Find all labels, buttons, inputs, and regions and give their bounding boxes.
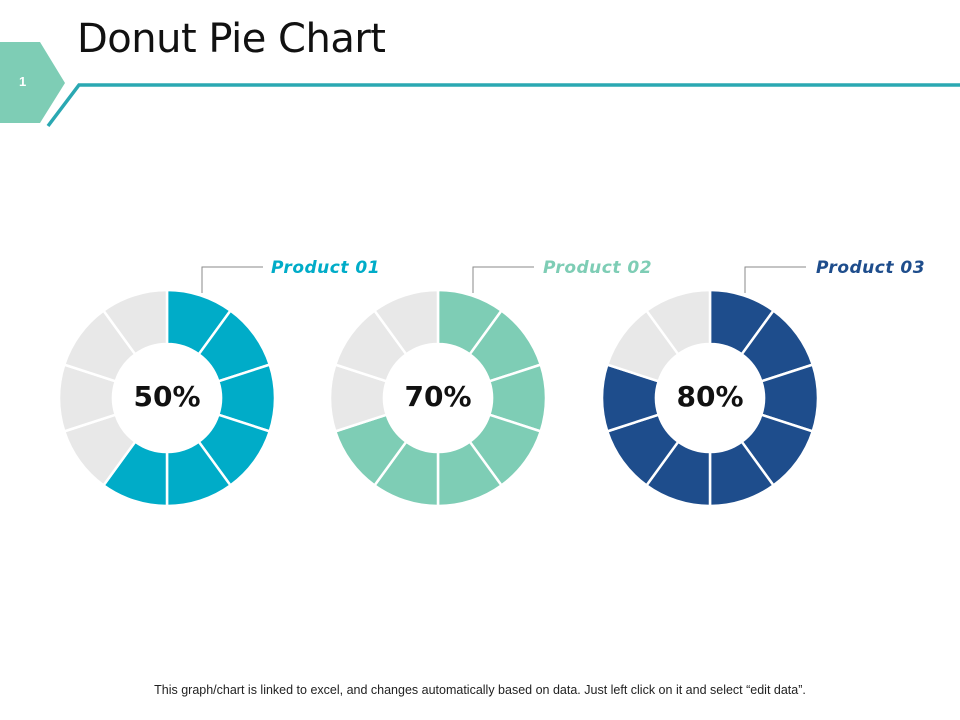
donut-2 — [328, 266, 548, 508]
header-decoration — [0, 42, 960, 128]
footer-note: This graph/chart is linked to excel, and… — [154, 683, 806, 697]
donut-charts — [57, 266, 820, 508]
donut-segment-empty — [101, 288, 169, 357]
product-03-label: Product 03 — [816, 258, 926, 278]
slide-number-badge — [0, 42, 65, 123]
donut-segment-empty — [644, 288, 712, 357]
callout-line — [744, 266, 806, 293]
product-01-label: Product 01 — [271, 258, 381, 278]
donut-3 — [600, 266, 820, 508]
product-03-percent: 80% — [676, 380, 744, 413]
product-01-percent: 50% — [133, 380, 201, 413]
callout-line — [472, 266, 534, 293]
product-02-percent: 70% — [404, 380, 472, 413]
donut-segment-empty — [372, 288, 440, 357]
title-underline — [46, 83, 960, 128]
donut-1 — [57, 266, 277, 508]
product-02-label: Product 02 — [543, 258, 653, 278]
callout-line — [201, 266, 263, 293]
page-title: Donut Pie Chart — [77, 16, 386, 62]
slide-number: 1 — [19, 74, 27, 89]
